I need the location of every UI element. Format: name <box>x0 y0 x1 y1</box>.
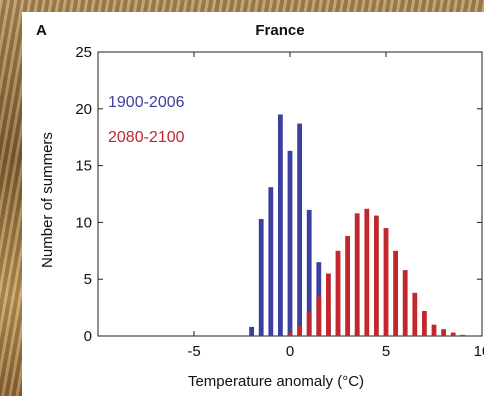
legend-entry-2080-2100: 2080-2100 <box>108 129 185 146</box>
bar-series-1 <box>335 250 341 336</box>
bar-series-1 <box>412 292 418 336</box>
bar-series-1 <box>431 324 437 336</box>
bar-series-1 <box>306 312 312 336</box>
y-tick-label: 0 <box>84 328 92 345</box>
bar-series-1 <box>364 208 370 336</box>
bar-series-1 <box>422 311 427 336</box>
histogram-chart: 0 5 10 15 20 25 -5 0 5 10 A France Number of summ… <box>36 22 484 390</box>
x-tick-label: -5 <box>187 343 200 360</box>
y-tick-label: 15 <box>75 158 92 175</box>
bar-series-0 <box>297 123 302 337</box>
bar-series-0 <box>249 326 254 336</box>
bar-series-0 <box>306 209 312 336</box>
y-axis-label: Number of summers <box>39 132 56 268</box>
bar-series-1 <box>450 332 456 336</box>
panel-letter: A <box>36 22 47 39</box>
chart-title: France <box>255 22 304 39</box>
x-tick-label: 0 <box>286 343 294 360</box>
y-tick-label: 10 <box>75 214 92 231</box>
y-tick-label: 25 <box>75 44 92 61</box>
bar-series-1 <box>402 270 408 336</box>
bar-series-0 <box>268 187 274 336</box>
figure-panel: 0 5 10 15 20 25 -5 0 5 10 A France Number of summ… <box>22 12 484 396</box>
bar-series-1 <box>393 250 398 336</box>
bar-series-1 <box>345 236 350 336</box>
bar-series-0 <box>278 114 283 336</box>
x-axis-label: Temperature anomaly (°C) <box>188 373 364 390</box>
bar-series-1 <box>460 334 466 336</box>
y-tick-label: 5 <box>84 271 92 288</box>
x-tick-label: 5 <box>382 343 390 360</box>
bar-series-1 <box>287 332 293 336</box>
bar-series-0 <box>287 150 293 336</box>
bar-series-1 <box>383 228 389 336</box>
bar-series-0 <box>258 218 264 336</box>
legend-entry-1900-2006: 1900-2006 <box>108 94 185 111</box>
y-tick-label: 20 <box>75 101 92 118</box>
bar-series-1 <box>441 329 446 336</box>
bars <box>249 114 466 337</box>
bar-series-1 <box>316 296 322 336</box>
bar-series-1 <box>354 213 360 336</box>
x-tick-label: 10 <box>474 343 484 360</box>
bar-series-1 <box>326 273 331 336</box>
bar-series-1 <box>297 325 302 336</box>
bar-series-1 <box>374 215 379 336</box>
